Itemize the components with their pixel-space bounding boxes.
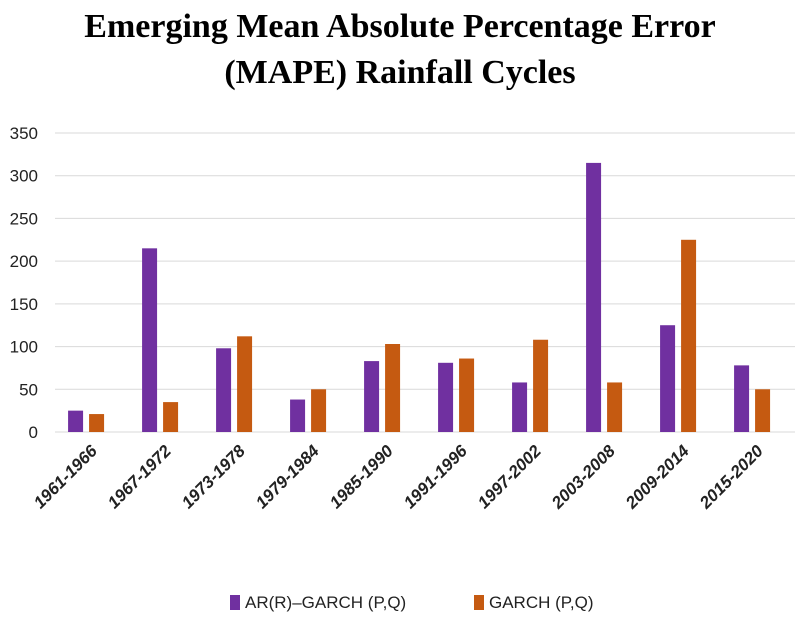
bar-ar-r-garch bbox=[438, 362, 454, 432]
x-tick-label: 2003-2008 bbox=[547, 441, 619, 513]
bar-garch bbox=[459, 358, 475, 432]
legend-swatch bbox=[230, 595, 240, 610]
y-tick-label: 300 bbox=[10, 167, 38, 186]
chart-title-line-1: Emerging Mean Absolute Percentage Error bbox=[84, 8, 716, 45]
y-tick-label: 200 bbox=[10, 252, 38, 271]
y-tick-label: 350 bbox=[10, 124, 38, 143]
x-tick-label: 2009-2014 bbox=[621, 441, 693, 513]
bar-ar-r-garch bbox=[364, 361, 380, 432]
bar-garch bbox=[385, 344, 401, 432]
bar-ar-r-garch bbox=[290, 399, 306, 432]
bar-garch bbox=[681, 239, 697, 432]
x-tick-label: 1985-1990 bbox=[326, 441, 397, 512]
legend-swatch bbox=[474, 595, 484, 610]
bar-ar-r-garch bbox=[734, 365, 750, 432]
bar-ar-r-garch bbox=[68, 410, 84, 432]
bar-ar-r-garch bbox=[660, 325, 676, 432]
legend-label: GARCH (P,Q) bbox=[489, 593, 594, 612]
x-tick-label: 1967-1972 bbox=[104, 441, 175, 512]
bar-ar-r-garch bbox=[142, 248, 158, 432]
bar-garch bbox=[607, 382, 623, 432]
chart-title: Emerging Mean Absolute Percentage Error … bbox=[0, 4, 800, 96]
bar-garch bbox=[755, 389, 771, 432]
bar-garch bbox=[533, 339, 549, 432]
bar-ar-r-garch bbox=[512, 382, 528, 432]
y-tick-label: 0 bbox=[29, 423, 38, 442]
bar-garch bbox=[237, 336, 253, 432]
bar-garch bbox=[311, 389, 327, 432]
chart-title-line-2: (MAPE) Rainfall Cycles bbox=[224, 54, 576, 91]
bar-garch bbox=[89, 414, 105, 432]
bar-garch bbox=[163, 402, 179, 432]
x-tick-label: 1961-1966 bbox=[30, 441, 101, 512]
x-tick-label: 2015-2020 bbox=[695, 441, 767, 513]
y-tick-label: 100 bbox=[10, 338, 38, 357]
x-tick-label: 1997-2002 bbox=[474, 441, 545, 512]
y-tick-label: 250 bbox=[10, 209, 38, 228]
bar-ar-r-garch bbox=[216, 348, 232, 432]
y-tick-label: 150 bbox=[10, 295, 38, 314]
legend-label: AR(R)–GARCH (P,Q) bbox=[245, 593, 406, 612]
x-tick-label: 1979-1984 bbox=[252, 441, 323, 512]
bar-ar-r-garch bbox=[586, 162, 602, 432]
x-tick-label: 1973-1978 bbox=[178, 441, 249, 512]
x-tick-label: 1991-1996 bbox=[400, 441, 471, 512]
y-tick-label: 50 bbox=[19, 380, 38, 399]
